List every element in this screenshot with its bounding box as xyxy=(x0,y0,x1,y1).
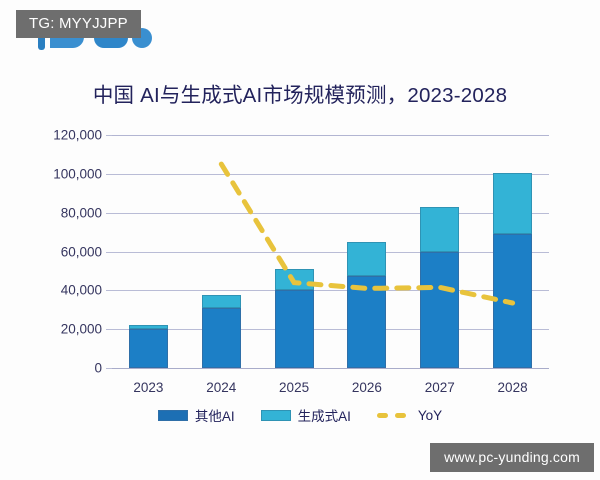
gridline: 20,000 xyxy=(61,322,549,337)
bottom-watermark-badge: www.pc-yunding.com xyxy=(430,443,594,472)
legend-label: YoY xyxy=(417,407,443,423)
bar-segment-other-ai[interactable] xyxy=(347,275,387,368)
y-axis-tick-label: 80,000 xyxy=(60,205,102,221)
bar-segment-other-ai[interactable] xyxy=(201,307,241,368)
y-axis-tick-label: 60,000 xyxy=(60,244,102,259)
gridline: 40,000 xyxy=(61,283,549,298)
legend-dashed-line-icon xyxy=(376,410,411,421)
gridline: 60,000 xyxy=(61,244,549,259)
y-axis-tick-mark xyxy=(106,368,112,369)
x-axis-tick-label: 2028 xyxy=(497,380,528,395)
y-axis-tick-mark xyxy=(106,290,112,292)
bar-segment-generative-ai[interactable] xyxy=(201,295,241,308)
bar-segment-other-ai[interactable] xyxy=(274,290,314,368)
x-axis-tick-label: 2023 xyxy=(133,380,164,395)
gridline: 100,000 xyxy=(53,166,549,181)
chart-container: 中国 AI与生成式AI市场规模预测，2023-2028 0 20,000 40,00… xyxy=(0,60,600,460)
x-axis-tick-label: 2026 xyxy=(351,380,382,395)
x-axis-tick-label: 2025 xyxy=(279,380,310,395)
legend-other-ai[interactable]: 其他AI xyxy=(157,405,235,425)
gridline: 120,000 xyxy=(53,128,549,143)
x-axis-tick-label: 2024 xyxy=(206,380,237,395)
y-axis-tick-label: 100,000 xyxy=(53,166,102,182)
legend-label: 其他AI xyxy=(194,409,235,424)
gridline: 0 xyxy=(94,361,549,376)
bar-segment-generative-ai[interactable] xyxy=(274,269,314,291)
y-axis-tick-label: 120,000 xyxy=(53,127,102,143)
bar-segment-generative-ai[interactable] xyxy=(420,206,460,252)
bar-segment-other-ai[interactable] xyxy=(420,251,460,368)
chart-legend: 其他AI 生成式AI YoY xyxy=(0,405,600,425)
y-axis-tick-mark xyxy=(106,251,112,253)
top-watermark-badge: TG: MYYJJPP xyxy=(16,10,141,38)
legend-color-swatch xyxy=(260,409,291,421)
legend-yoy[interactable]: YoY xyxy=(376,407,443,423)
y-axis-tick-label: 0 xyxy=(94,360,102,376)
y-axis-tick-mark xyxy=(106,329,112,331)
chart-title: 中国 AI与生成式AI市场规模预测，2023-2028 xyxy=(92,84,508,107)
bar-segment-other-ai[interactable] xyxy=(128,329,168,368)
bar-segment-generative-ai[interactable] xyxy=(493,172,533,235)
bar-segment-other-ai[interactable] xyxy=(493,234,533,368)
gridline: 80,000 xyxy=(61,205,549,220)
x-axis-tick-label: 2027 xyxy=(424,380,455,395)
legend-label: 生成式AI xyxy=(297,409,351,424)
bar-segment-generative-ai[interactable] xyxy=(347,241,387,276)
y-axis-tick-mark xyxy=(106,135,112,136)
y-axis-tick-label: 40,000 xyxy=(60,282,102,298)
legend-generative-ai[interactable]: 生成式AI xyxy=(260,405,351,425)
y-axis-tick-mark xyxy=(106,212,112,214)
y-axis-tick-mark xyxy=(106,173,112,175)
bar-segment-generative-ai[interactable] xyxy=(128,325,168,330)
y-axis-tick-label: 20,000 xyxy=(60,321,102,337)
plot-area: 0 20,000 40,000 60,000 80,000 100,000 120,000 … xyxy=(53,128,549,395)
legend-color-swatch xyxy=(157,409,188,421)
